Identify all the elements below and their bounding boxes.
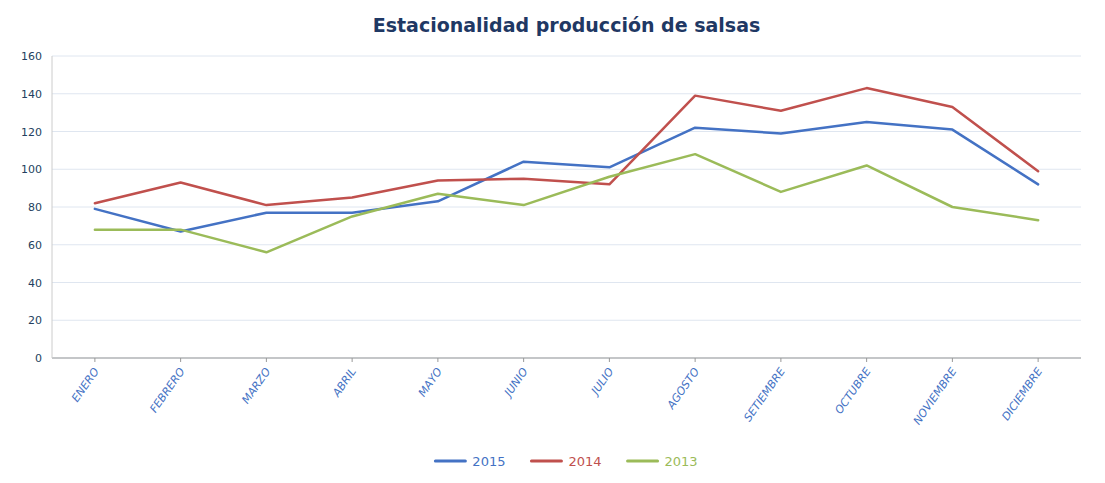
y-tick-label: 40	[28, 277, 42, 290]
legend-item: 2015	[435, 454, 505, 469]
x-tick-label: DICIEMBRE	[999, 365, 1045, 423]
x-tick	[952, 358, 953, 362]
x-tick	[1038, 358, 1039, 362]
y-tick-label: 100	[21, 163, 42, 176]
grid-line	[52, 131, 1081, 132]
legend-item: 2013	[628, 454, 698, 469]
x-tick-label: SETIEMBRE	[741, 365, 788, 424]
y-axis-line	[52, 56, 53, 358]
x-tick-label: AGOSTO	[664, 365, 702, 412]
x-tick-label: OCTUBRE	[832, 365, 873, 416]
x-axis-line	[52, 358, 1081, 359]
x-tick	[780, 358, 781, 362]
series-line	[95, 122, 1038, 231]
legend-handle	[435, 460, 465, 463]
x-tick-label: ENERO	[69, 365, 102, 404]
y-tick-label: 0	[35, 352, 42, 365]
legend-handle	[531, 460, 561, 463]
series-line	[95, 154, 1038, 252]
x-tick	[437, 358, 438, 362]
x-tick-label: MAYO	[416, 365, 445, 399]
grid-line	[52, 169, 1081, 170]
x-tick	[266, 358, 267, 362]
x-tick	[180, 358, 181, 362]
legend-label: 2014	[568, 454, 601, 469]
grid-line	[52, 244, 1081, 245]
grid-line	[52, 320, 1081, 321]
x-ticks: ENERO FEBRERO MARZO ABRIL MAYO JUNIO JULIO AGOS…	[69, 358, 1045, 427]
x-tick	[695, 358, 696, 362]
series-lines	[95, 88, 1038, 252]
x-tick-label: JULIO	[588, 365, 617, 398]
x-tick	[352, 358, 353, 362]
legend-item: 2014	[531, 454, 601, 469]
y-tick-label: 140	[21, 88, 42, 101]
grid-line	[52, 56, 1081, 57]
legend-handle	[628, 460, 658, 463]
x-tick-label: NOVIEMBRE	[911, 365, 960, 427]
y-tick-label: 20	[28, 314, 42, 327]
x-tick	[866, 358, 867, 362]
y-tick-label: 80	[28, 201, 42, 214]
y-tick-label: 160	[21, 50, 42, 63]
grid-line	[52, 207, 1081, 208]
legend: 2015 2014 2013	[435, 454, 697, 469]
legend-label: 2013	[665, 454, 698, 469]
chart: Estacionalidad producción de salsas 0 20 40…	[0, 0, 1105, 483]
y-tick-label: 120	[21, 126, 42, 139]
grid-line	[52, 358, 1081, 359]
grid-line	[52, 93, 1081, 94]
legend-label: 2015	[472, 454, 505, 469]
x-tick	[523, 358, 524, 362]
y-tick-labels: 0 20 40 60 80 100 120 140 160	[21, 50, 42, 365]
x-tick-label: FEBRERO	[147, 365, 188, 415]
y-grid	[52, 56, 1081, 358]
y-tick-label: 60	[28, 239, 42, 252]
x-tick-label: ABRIL	[329, 365, 359, 400]
x-tick-label: MARZO	[239, 365, 273, 406]
series-line	[95, 88, 1038, 205]
x-tick-label: JUNIO	[501, 365, 531, 400]
grid-line	[52, 282, 1081, 283]
chart-title: Estacionalidad producción de salsas	[373, 14, 761, 36]
x-tick	[609, 358, 610, 362]
x-tick	[94, 358, 95, 362]
